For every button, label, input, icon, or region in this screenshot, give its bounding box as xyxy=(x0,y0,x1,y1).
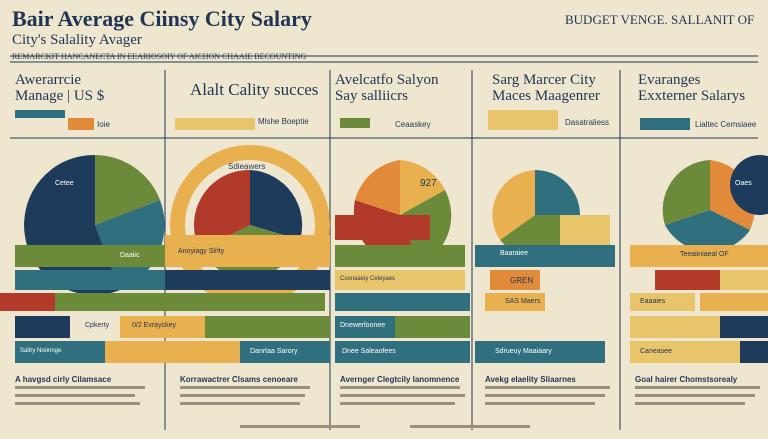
bar-label: Dnewerloonee xyxy=(340,322,386,329)
bar-label: SAS Maers xyxy=(505,298,541,305)
bar-label: GREN xyxy=(510,276,534,285)
pie-label: Oaes xyxy=(735,180,752,187)
pie-label: Cetee xyxy=(55,180,74,187)
panel-title: Sarg Marcer City xyxy=(492,72,596,88)
bar-label: Cpkerty xyxy=(85,322,110,329)
panel-note: Mlshe Boeptie xyxy=(258,117,309,126)
bar-label: Anoyiagy Slrlty xyxy=(178,248,225,255)
panel-title: Alalt Cality succes xyxy=(190,80,319,99)
panel-title: Awerarrcie xyxy=(15,72,82,88)
bar-label: Caneasee xyxy=(640,348,672,355)
bar-label: 0/2 Evrayckey xyxy=(132,322,176,329)
panel-subtitle: Maces Maagenrer xyxy=(492,88,600,104)
bars xyxy=(0,215,768,363)
panel-subtitle: Exxterner Salarys xyxy=(638,88,746,104)
pie-label: Baaraiee xyxy=(500,250,529,257)
bar-label: Danrtaa Sarory xyxy=(250,348,298,355)
pie-label: 927 xyxy=(420,178,437,189)
corner-label: BUDGET VENGE. SALLANIT OF xyxy=(565,12,755,27)
panel-subtitle: Manage | US $ xyxy=(15,88,105,104)
panel-title: Avelcatfo Salyon xyxy=(335,72,439,88)
panel-note: Ceaaskey xyxy=(395,120,431,129)
caption: Avernger Clegtcily lanomnence xyxy=(340,375,460,384)
panel-note: Dasatraliess xyxy=(565,118,610,127)
panel-title: Evaranges xyxy=(638,72,701,88)
panel-note: Ioie xyxy=(97,120,110,129)
caption: Goal hairer Chomstsorealy xyxy=(635,375,738,384)
caption: Korrawactrer Clsams cenoeare xyxy=(180,375,298,384)
bar-label: Daaiic xyxy=(120,252,140,259)
legend-swatches xyxy=(15,110,690,130)
bar-label: Eaaaies xyxy=(640,298,666,305)
bar-label: Teeaiiniaeal OF xyxy=(680,251,729,258)
subtitle: City's Salality Avager xyxy=(12,32,142,48)
caption-lines xyxy=(15,386,760,428)
bar-label: Dnee Saleaofees xyxy=(342,348,396,355)
bar-label: Saltry Nreinnge xyxy=(20,348,62,354)
bar-label: Sdrueuy Maaiaary xyxy=(495,348,552,355)
banner: REMARCKIT HANCANECTA IN EEARIOSOIY OF AI… xyxy=(12,52,307,61)
caption: A havgsd cirly Cilamsace xyxy=(15,375,112,384)
pie-label: Sdieawers xyxy=(228,162,266,171)
caption: Avekg elaelity Sliaarnes xyxy=(485,375,576,384)
panel-subtitle: Say salliicrs xyxy=(335,88,408,104)
panel-note: Lialtec Cemsiaee xyxy=(695,120,757,129)
bar-label: Cosnaaioy Celeyaes xyxy=(340,276,396,282)
dividers xyxy=(10,55,758,430)
title: Bair Average Ciinsy City Salary xyxy=(12,6,312,31)
